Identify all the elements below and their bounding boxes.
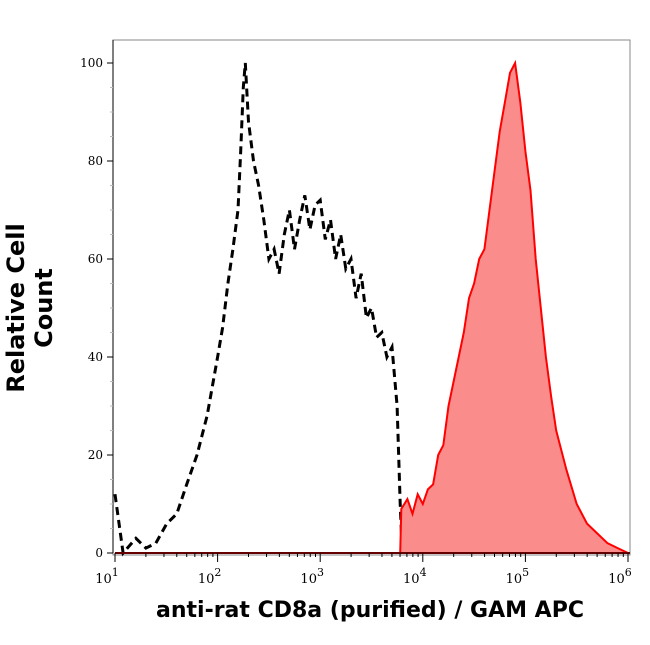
y-tick-label: 0 — [95, 546, 103, 560]
series-line-0 — [113, 62, 404, 557]
x-tick-label: 103 — [300, 566, 324, 587]
series-line-1 — [399, 59, 629, 554]
y-tick-label: 20 — [88, 448, 103, 462]
x-axis-label: anti-rat CD8a (purified) / GAM APC — [156, 598, 584, 623]
y-tick-label: 60 — [88, 252, 103, 266]
x-tick-label: 105 — [506, 566, 530, 587]
y-tick-label: 100 — [80, 56, 103, 70]
x-tick-label: 101 — [95, 566, 119, 587]
y-tick-label: 40 — [88, 350, 103, 364]
x-tick-label: 102 — [198, 566, 222, 587]
series-fill-1 — [400, 63, 628, 553]
x-tick-label: 106 — [608, 566, 632, 587]
y-axis-label: Relative Cell Count — [2, 223, 58, 393]
y-tick-label: 80 — [88, 154, 103, 168]
x-tick-label: 104 — [403, 566, 427, 587]
